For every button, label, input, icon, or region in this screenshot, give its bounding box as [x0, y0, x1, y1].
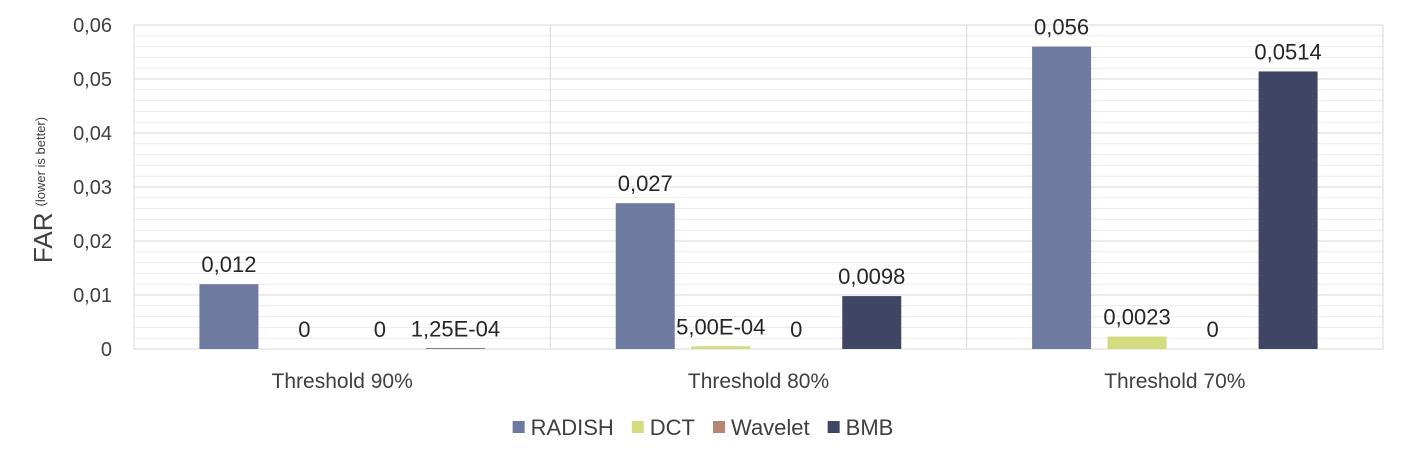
data-label: 0,0514 — [1254, 39, 1321, 64]
x-tick-label: Threshold 70% — [1104, 370, 1245, 393]
data-label: 0 — [374, 317, 386, 342]
data-label: 0 — [790, 317, 802, 342]
plot-border — [133, 24, 1384, 350]
data-label: 1,25E-04 — [411, 316, 500, 341]
legend-swatch-wavelet — [713, 421, 725, 433]
y-tick-label: 0,04 — [73, 123, 112, 145]
data-labels: 0,012 0 0 1,25E-04 0,027 5,00E-04 0 0,0098 0,056… — [201, 15, 1321, 342]
data-label: 0 — [1206, 317, 1218, 342]
x-axis-categories: Threshold 90% Threshold 80% Threshold 70% — [272, 370, 1246, 393]
bar-dct-3 — [1107, 336, 1167, 349]
data-label: 0 — [298, 317, 310, 342]
bar-radish-3 — [1032, 46, 1092, 349]
legend-label: DCT — [650, 415, 695, 440]
legend-label: BMB — [846, 415, 894, 440]
legend: RADISH DCT Wavelet BMB — [512, 415, 894, 440]
y-tick-label: 0,05 — [73, 69, 112, 91]
y-tick-label: 0,03 — [73, 177, 112, 199]
category-separators — [549, 25, 968, 349]
data-label: 0,056 — [1034, 15, 1089, 40]
bar-bmb-2 — [842, 296, 902, 349]
legend-swatch-radish — [512, 421, 525, 433]
x-tick-label: Threshold 80% — [688, 370, 829, 393]
y-tick-label: 0 — [101, 339, 112, 361]
y-axis-ticks: 0 0,01 0,02 0,03 0,04 0,05 0,06 — [73, 15, 112, 361]
y-tick-label: 0,01 — [73, 285, 112, 307]
legend-swatch-dct — [631, 421, 644, 433]
bar-radish-2 — [615, 203, 675, 349]
bar-bmb-1 — [425, 348, 485, 349]
x-tick-label: Threshold 90% — [272, 370, 413, 393]
bar-dct-2 — [691, 346, 751, 349]
data-label: 0,012 — [201, 252, 256, 277]
gridlines — [133, 24, 1384, 350]
y-axis-label: FAR(lower is better) — [28, 117, 58, 263]
data-label: 0,0098 — [838, 264, 905, 289]
bars — [199, 46, 1318, 349]
legend-swatch-bmb — [827, 421, 840, 433]
data-label: 0,0023 — [1103, 305, 1170, 330]
data-label: 5,00E-04 — [676, 314, 765, 339]
y-tick-label: 0,02 — [73, 231, 112, 253]
bar-bmb-3 — [1258, 71, 1318, 349]
legend-label: RADISH — [531, 415, 614, 440]
legend-label: Wavelet — [731, 415, 810, 440]
bar-radish-1 — [199, 284, 259, 349]
data-label: 0,027 — [618, 171, 673, 196]
y-tick-label: 0,06 — [73, 15, 112, 37]
